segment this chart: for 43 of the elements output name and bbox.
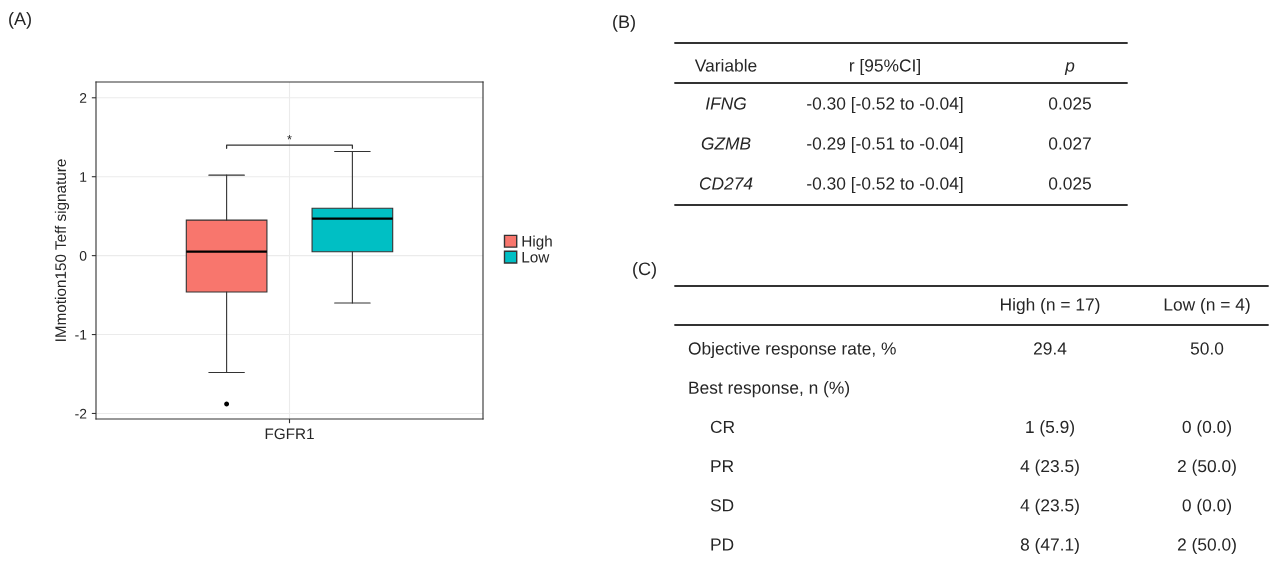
text: (B) — [613, 14, 635, 32]
text: 8 (47.1) — [1020, 537, 1079, 555]
category-label: Variable — [694, 58, 757, 72]
text: 0.027 — [1048, 137, 1091, 150]
chart-title: (A) — [9, 11, 31, 29]
category-label: High (n = 17) — [1001, 297, 1100, 315]
category-label: PD — [711, 538, 734, 551]
category-label: PR — [711, 460, 734, 473]
text: 50.0 — [1190, 342, 1224, 355]
category-label: Best response, n (%) — [689, 381, 850, 398]
category-label: CD274 — [699, 177, 753, 190]
text: 4 (23.5) — [1020, 459, 1079, 476]
category-label: IFNG — [705, 97, 746, 110]
category-label: GZMB — [701, 137, 751, 150]
x-tick-label: FGFR1 — [265, 428, 314, 440]
text: 0 (0.0) — [1182, 498, 1232, 515]
text: 2 (50.0) — [1177, 537, 1236, 555]
category-label: SD — [710, 499, 734, 512]
text: 1 (5.9) — [1026, 420, 1075, 437]
annotation: * — [287, 135, 292, 140]
text: -0.30 [-0.52 to -0.04] — [807, 176, 963, 194]
category-label: r [95%CI] — [849, 58, 920, 76]
text: 4 (23.5) — [1020, 498, 1079, 515]
text: -0.29 [-0.51 to -0.04] — [807, 136, 963, 154]
text: 0.025 — [1048, 97, 1091, 110]
text: -0.30 [-0.52 to -0.04] — [807, 96, 963, 114]
legend-label: Low — [522, 251, 550, 263]
category-label: Objective response rate, % — [688, 341, 896, 359]
text: 0.025 — [1048, 177, 1091, 190]
legend-label: High — [522, 235, 552, 250]
text: 0 (0.0) — [1182, 420, 1232, 437]
y-tick-label: -2 — [75, 408, 87, 419]
category-label: Low (n = 4) — [1164, 297, 1250, 315]
y-tick-label: -1 — [75, 330, 87, 340]
category-label: p — [1064, 62, 1075, 76]
text: 2 (50.0) — [1177, 459, 1236, 476]
y-tick-label: 0 — [79, 250, 87, 261]
y-tick-label: 2 — [79, 93, 87, 103]
y-axis-title: IMmotion150 Teff signature — [54, 159, 70, 341]
text: 29.4 — [1033, 342, 1067, 355]
text: (C) — [633, 261, 656, 279]
category-label: CR — [710, 420, 735, 434]
y-tick-label: 1 — [80, 172, 87, 182]
